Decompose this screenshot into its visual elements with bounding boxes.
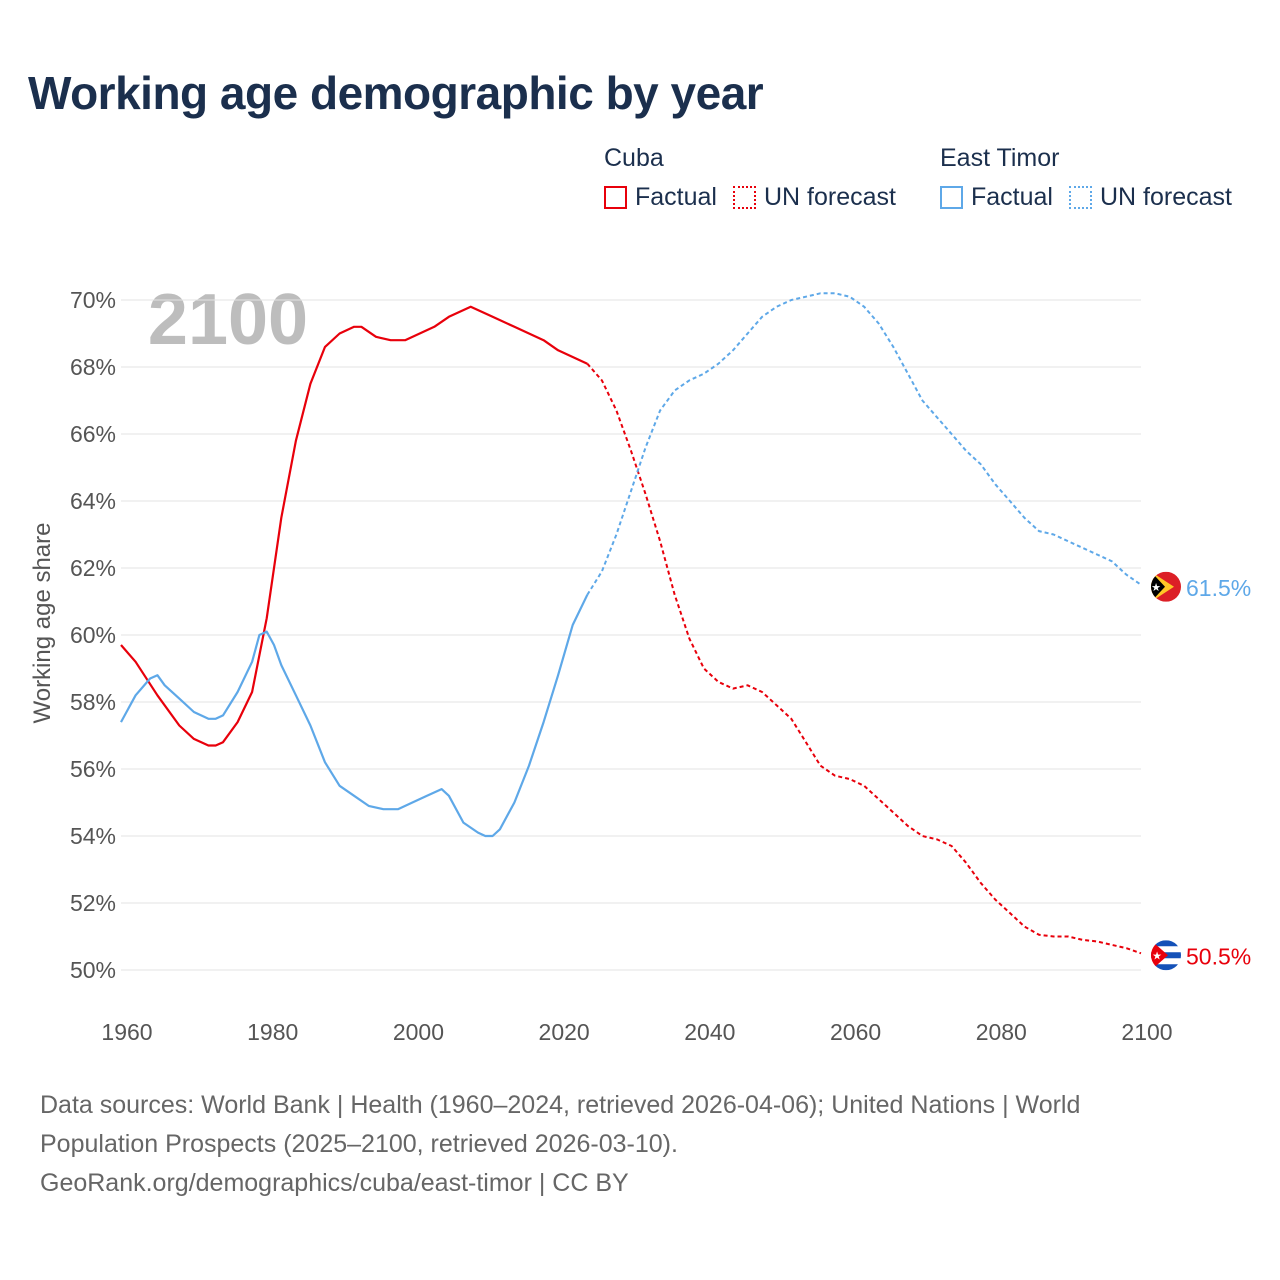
sources-line-3[interactable]: GeoRank.org/demographics/cuba/east-timor… (40, 1169, 629, 1197)
x-tick-label: 1960 (101, 1019, 152, 1045)
series-line-cuba-forecast (586, 363, 1142, 955)
legend-swatch-solid (604, 186, 627, 209)
sources-line-1: Data sources: World Bank | Health (1960–… (40, 1091, 1081, 1119)
x-tick-label: 2020 (539, 1019, 590, 1045)
legend-label: UN forecast (1099, 183, 1232, 211)
legend-swatch-dotted (732, 186, 756, 209)
y-tick-label: 64% (70, 488, 116, 514)
x-tick-label: 1980 (247, 1019, 298, 1045)
east-timor-flag-icon: ★ (1151, 571, 1181, 602)
y-tick-label: 66% (70, 421, 116, 447)
y-tick-label: 68% (70, 354, 116, 380)
legend-country-east-timor: East Timor (940, 144, 1060, 172)
flag-triangle-black (1151, 571, 1165, 602)
legend-swatch-solid (940, 186, 963, 209)
x-tick-label: 2060 (830, 1019, 881, 1045)
legend-label: Factual (635, 183, 717, 211)
legend-item-cuba-factual[interactable]: Factual (604, 183, 717, 212)
flag-body: ★ (1151, 940, 1181, 971)
legend-item-cuba-forecast[interactable]: UN forecast (732, 183, 896, 212)
x-tick-label: 2080 (976, 1019, 1027, 1045)
x-tick-label: 2100 (1121, 1019, 1172, 1045)
flag-stripe (1151, 964, 1181, 971)
year-watermark: 2100 (148, 280, 308, 360)
east-timor-end-value-label: 61.5% (1186, 575, 1251, 601)
y-tick-label: 54% (70, 823, 116, 849)
series-line-cuba-factual (120, 305, 588, 747)
flag-stripe (1151, 940, 1181, 947)
legend-item-east-timor-forecast[interactable]: UN forecast (1068, 183, 1232, 212)
flag-body: ★ (1151, 571, 1181, 602)
flag-star: ★ (1152, 950, 1162, 962)
cuba-end-value-label: 50.5% (1186, 943, 1251, 969)
legend-country-cuba: Cuba (604, 144, 664, 172)
series-line-east-timor-factual (120, 594, 589, 838)
legend-swatch-dotted (1068, 186, 1092, 209)
y-tick-label: 50% (70, 957, 116, 983)
y-tick-label: 62% (70, 555, 116, 581)
series-line-east-timor-forecast (586, 292, 1142, 596)
legend-group-cuba: Cuba Factual UN forecast (604, 144, 912, 212)
y-tick-label: 58% (70, 689, 116, 715)
y-tick-label: 56% (70, 756, 116, 782)
y-axis-label: Working age share (29, 523, 56, 724)
flag-star: ★ (1151, 582, 1161, 594)
y-tick-label: 70% (70, 287, 116, 313)
y-tick-label: 60% (70, 622, 116, 648)
x-tick-label: 2000 (393, 1019, 444, 1045)
legend-label: Factual (971, 183, 1053, 211)
data-sources: Data sources: World Bank | Health (1960–… (40, 1086, 1240, 1203)
legend-group-east-timor: East Timor Factual UN forecast (940, 144, 1248, 212)
x-tick-label: 2040 (684, 1019, 735, 1045)
flag-triangle (1151, 940, 1168, 971)
chart-title: Working age demographic by year (28, 67, 764, 119)
sources-line-2: Population Prospects (2025–2100, retriev… (40, 1130, 678, 1158)
legend-item-east-timor-factual[interactable]: Factual (940, 183, 1053, 212)
cuba-flag-icon: ★ (1151, 940, 1181, 971)
legend-label: UN forecast (763, 183, 896, 211)
y-tick-label: 52% (70, 890, 116, 916)
